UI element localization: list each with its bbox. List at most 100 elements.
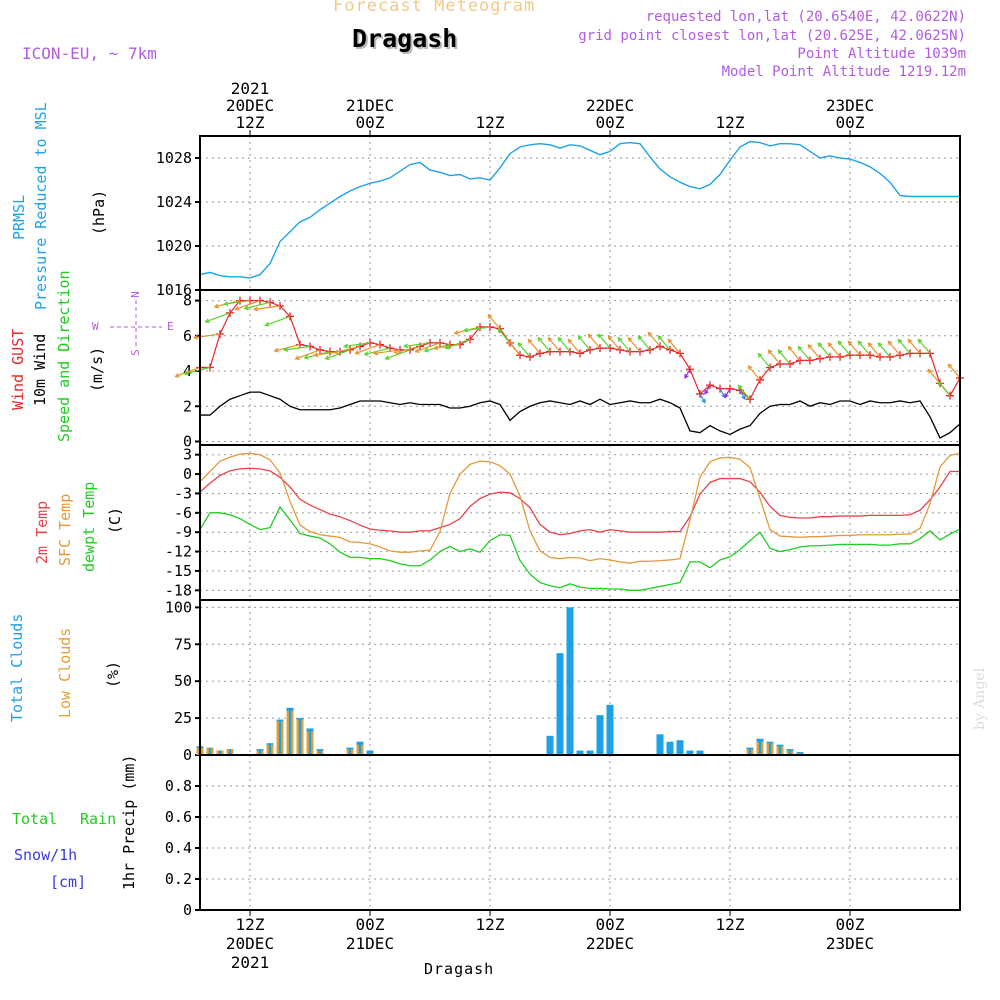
wind-arrow-head: [253, 306, 259, 312]
total-cloud-bar: [586, 750, 594, 755]
low-cloud-bar: [271, 744, 274, 755]
wind-arrow: [385, 349, 411, 360]
temperature-ytick-label: -12: [165, 543, 192, 561]
temperature-ytick-label: -15: [165, 562, 192, 580]
low-cloud-bar: [306, 731, 309, 755]
wind-arrow-head: [393, 349, 399, 355]
wind-arrow-head: [453, 330, 459, 335]
wind-arrow-head: [684, 373, 689, 380]
wind-arrow: [897, 339, 911, 354]
low-cloud-bar: [231, 749, 234, 755]
wind-arrow: [394, 345, 421, 354]
wind-arrow: [557, 337, 571, 353]
gust-marker: [726, 384, 734, 393]
wind-arrow-head: [384, 355, 390, 360]
gust-marker: [286, 312, 294, 321]
low-cloud-bar: [261, 750, 264, 755]
total-cloud-bar: [266, 743, 274, 755]
wind-arrow-head: [797, 345, 803, 351]
top-time-label: 12Z: [716, 113, 745, 132]
gust-marker: [236, 296, 244, 305]
precip-total-label: Total: [12, 810, 58, 828]
wind-arrow-head: [837, 340, 843, 346]
wind-arrow-head: [887, 340, 893, 346]
wind-arrow: [355, 344, 381, 355]
low-cloud-bar: [286, 710, 289, 755]
total-cloud-bar: [276, 719, 284, 755]
total-cloud-bar: [756, 738, 764, 755]
wind-arrow-head: [497, 328, 503, 334]
wind-arrow-head: [847, 340, 853, 346]
total-cloud-bar: [746, 747, 754, 755]
wind-arrow-head: [463, 327, 469, 333]
low-cloud-bar: [346, 749, 349, 755]
wind-arrow-head: [414, 348, 420, 353]
total-cloud-bar: [696, 750, 704, 755]
wind-arrow: [627, 337, 641, 353]
bottom-time-label: 12Z: [716, 915, 745, 934]
wind-arrow: [667, 339, 681, 354]
pressure-line: [199, 140, 960, 279]
top-time-label: 22DEC: [586, 96, 634, 115]
compass-arrows: [110, 300, 162, 348]
wind-arrow: [724, 388, 731, 398]
temperature-ytick-label: 3: [183, 446, 192, 464]
pressure-ytick-label: 1028: [156, 149, 192, 167]
gust-marker: [376, 340, 384, 349]
wind-arrow: [567, 339, 581, 354]
wind-arrow: [445, 338, 471, 349]
wind-arrow: [857, 340, 871, 356]
wind-arrow-head: [264, 321, 270, 327]
wind-arrow-head: [597, 333, 603, 339]
gust-marker: [446, 340, 454, 349]
wind-arrow: [617, 337, 631, 353]
wind-arrow: [537, 337, 551, 353]
bottom-time-label: 00Z: [836, 915, 865, 934]
clouds-ytick-label: 75: [174, 635, 192, 653]
precip-snow-label: Snow/1h: [14, 846, 78, 864]
precipitation-ytick-label: 0.8: [165, 777, 192, 795]
wind-ytick-label: 2: [183, 397, 192, 415]
low-cloud-bar: [351, 749, 354, 755]
gust-marker: [756, 375, 764, 384]
wind-arrow-head: [617, 336, 623, 342]
gust-marker: [636, 347, 644, 356]
gust-marker: [526, 352, 534, 361]
total-cloud-bar: [366, 750, 374, 755]
total-cloud-bar: [216, 750, 224, 755]
temperature-ytick-label: -9: [174, 523, 192, 541]
temperature-frame: [199, 444, 961, 601]
low-cloud-bar: [301, 719, 304, 755]
temperature-ytick-label: -3: [174, 484, 192, 502]
wind-arrow-head: [527, 338, 533, 344]
wind-arrow-head: [777, 349, 783, 355]
bottom-time-label: 12Z: [236, 915, 265, 934]
wind-arrow-head: [547, 336, 553, 342]
total-cloud-bar: [316, 749, 324, 755]
wind-arrow: [767, 349, 781, 365]
gust-marker: [836, 352, 844, 361]
total-cloud-bar: [356, 741, 364, 755]
low-cloud-bar: [311, 731, 314, 755]
total-cloud-bar: [286, 707, 294, 755]
wind-arrow: [937, 381, 951, 397]
wind-arrow: [837, 340, 851, 356]
bottom-time-label: 12Z: [476, 915, 505, 934]
wind-arrow: [265, 315, 291, 326]
wind-arrow: [497, 328, 511, 344]
wind-arrow-head: [737, 384, 743, 390]
low-cloud-bar: [791, 750, 794, 755]
precip-cm-label: [cm]: [50, 873, 87, 891]
sfc-temp-line: [199, 452, 961, 564]
wind-arrow-head: [363, 351, 369, 357]
wind-arrow-head: [223, 301, 229, 307]
wind-arrow-head: [354, 350, 360, 355]
top-time-label: 12Z: [236, 113, 265, 132]
precipitation-ytick-label: 0: [183, 901, 192, 919]
gust-marker: [556, 347, 564, 356]
wind-arrow-head: [487, 314, 493, 320]
wind-arrow-head: [537, 336, 543, 342]
wind-arrow: [684, 368, 691, 379]
low-cloud-bar: [211, 747, 214, 755]
